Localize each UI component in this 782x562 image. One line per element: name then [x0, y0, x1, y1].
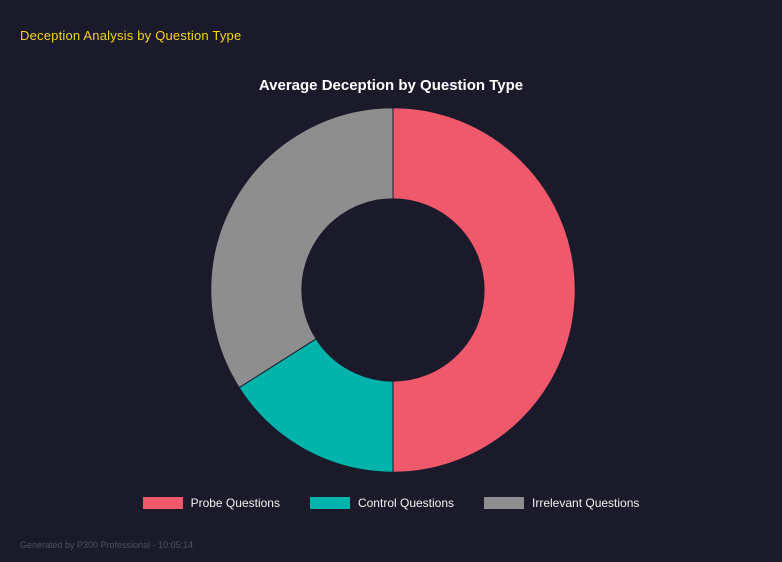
donut-segment-control-questions[interactable]	[238, 338, 394, 473]
page-title: Deception Analysis by Question Type	[20, 28, 242, 43]
legend-label-control-questions: Control Questions	[357, 496, 455, 510]
chart-title: Average Deception by Question Type	[258, 77, 524, 94]
legend-item-irrelevant-questions[interactable]: Irrelevant Questions	[484, 496, 639, 510]
footer-text: Generated by P300 Professional - 10:05:1…	[20, 540, 194, 550]
legend-swatch-probe-questions[interactable]	[142, 497, 183, 509]
legend-item-probe-questions[interactable]: Probe Questions	[142, 496, 280, 510]
donut-chart[interactable]	[203, 100, 583, 480]
legend-item-control-questions[interactable]: Control Questions	[309, 496, 455, 510]
donut-segment-probe-questions[interactable]	[392, 107, 576, 473]
legend-label-irrelevant-questions: Irrelevant Questions	[532, 496, 640, 510]
legend-swatch-control-questions[interactable]	[309, 497, 350, 509]
legend-label-probe-questions: Probe Questions	[190, 496, 280, 510]
chart-legend: Probe Questions Control Questions Irrele…	[0, 496, 782, 510]
donut-segment-irrelevant-questions[interactable]	[210, 107, 394, 389]
legend-swatch-irrelevant-questions[interactable]	[484, 497, 525, 509]
